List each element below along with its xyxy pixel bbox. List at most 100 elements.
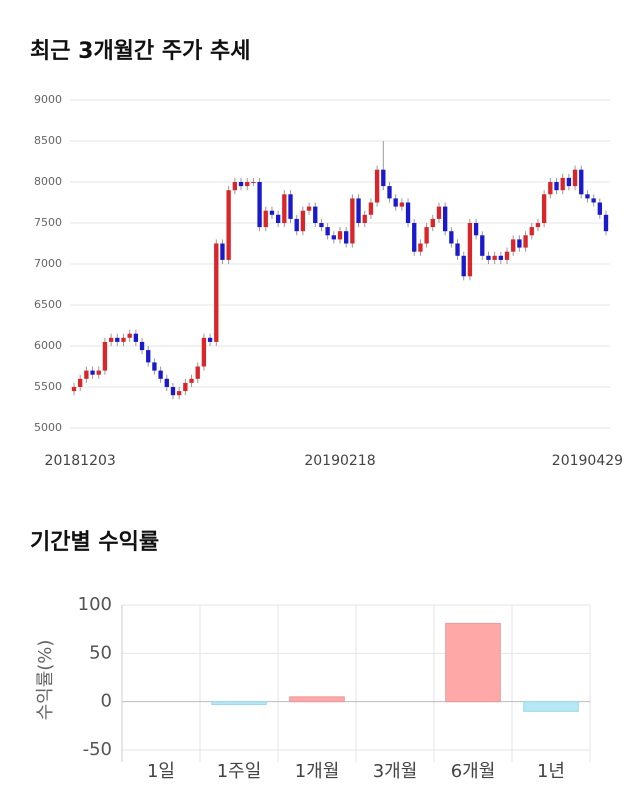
candle-body xyxy=(585,194,590,199)
candle-body xyxy=(294,218,299,232)
candle-body xyxy=(146,350,151,363)
y-tick-label: 6500 xyxy=(34,298,62,311)
candle-body xyxy=(201,337,207,367)
y-tick-label: -50 xyxy=(83,739,112,760)
candle-body xyxy=(78,378,83,387)
candle-body xyxy=(170,387,176,396)
candle-body xyxy=(430,218,435,228)
candle-body xyxy=(71,387,77,392)
y-tick-label: 9000 xyxy=(34,93,62,106)
candle-body xyxy=(183,382,188,392)
y-tick-label: 8500 xyxy=(34,134,62,147)
candle-body xyxy=(517,239,522,248)
candle-body xyxy=(603,214,609,232)
candle-body xyxy=(251,182,256,183)
candle-body xyxy=(486,255,491,260)
candle-body xyxy=(436,206,442,219)
candle-body xyxy=(412,223,417,252)
candle-body xyxy=(189,378,194,383)
y-tick-label: 7000 xyxy=(34,257,62,270)
candle-body xyxy=(214,243,219,342)
candle-body xyxy=(232,182,238,191)
candle-body xyxy=(282,194,287,223)
candle-body xyxy=(238,182,244,187)
y-tick-label: 7500 xyxy=(34,216,62,229)
x-tick-label: 3개월 xyxy=(373,761,418,782)
chart-title: 기간별 수익률 xyxy=(30,530,159,555)
candle-body xyxy=(597,202,602,215)
y-tick-label: 6000 xyxy=(34,339,62,352)
candle-body xyxy=(535,223,541,228)
candle-body xyxy=(108,337,114,342)
candle-body xyxy=(511,239,516,252)
candle-body xyxy=(325,227,330,236)
candle-body xyxy=(473,223,479,236)
candle-body xyxy=(96,370,101,375)
candle-body xyxy=(331,235,336,240)
candle-body xyxy=(344,231,349,244)
y-tick-label: 100 xyxy=(78,594,112,615)
candle-body xyxy=(158,370,163,379)
candle-body xyxy=(566,177,572,187)
candle-body xyxy=(306,206,312,211)
candle-body xyxy=(523,235,528,248)
candle-body xyxy=(263,210,268,228)
x-tick-label: 1개월 xyxy=(295,761,340,782)
candle-body xyxy=(139,341,145,351)
candle-body xyxy=(405,202,411,223)
candle-body xyxy=(195,366,200,379)
x-tick-label: 1년 xyxy=(537,761,565,782)
y-axis-label: 수익률(%) xyxy=(35,640,56,721)
candle-body xyxy=(548,182,553,195)
candle-body xyxy=(529,227,534,236)
y-tick-label: 50 xyxy=(89,642,112,663)
candle-body xyxy=(207,337,213,342)
candle-body xyxy=(115,337,120,342)
chart-title: 최근 3개월간 주가 추세 xyxy=(30,39,250,64)
candle-body xyxy=(288,194,293,219)
candle-body xyxy=(424,227,429,244)
candle-body xyxy=(245,182,250,187)
candle-body xyxy=(560,177,565,191)
candle-body xyxy=(102,341,108,371)
candle-body xyxy=(579,169,584,195)
candle-body xyxy=(121,337,126,342)
candle-body xyxy=(554,182,559,191)
candle-body xyxy=(176,391,182,396)
candle-body xyxy=(356,198,361,223)
candle-body xyxy=(257,182,262,228)
candle-body xyxy=(164,378,169,387)
candle-body xyxy=(300,210,306,232)
bar xyxy=(523,701,579,712)
candle-body xyxy=(591,198,596,203)
candle-body xyxy=(226,190,231,260)
candle-body xyxy=(133,333,139,342)
candle-body xyxy=(90,370,95,375)
candle-body xyxy=(84,370,89,379)
y-tick-label: 8000 xyxy=(34,175,62,188)
candle-body xyxy=(127,333,132,338)
y-tick-label: 5500 xyxy=(34,380,62,393)
x-tick-label: 6개월 xyxy=(451,761,496,782)
candle-body xyxy=(442,206,448,232)
candle-body xyxy=(504,251,510,260)
candle-body xyxy=(418,243,423,252)
candle-body xyxy=(399,202,405,207)
candle-body xyxy=(319,223,324,228)
bar xyxy=(211,701,267,706)
candle-body xyxy=(269,210,275,215)
candle-body xyxy=(455,243,460,256)
y-tick-label: 5000 xyxy=(34,421,62,434)
x-tick-label: 20190429 xyxy=(552,453,623,469)
candle-body xyxy=(350,198,355,244)
candle-body xyxy=(480,235,485,256)
candle-body xyxy=(368,202,374,215)
x-tick-label: 1주일 xyxy=(217,761,262,782)
candle-body xyxy=(362,214,367,223)
candle-body xyxy=(461,255,466,277)
y-tick-label: 0 xyxy=(101,691,112,712)
candle-body xyxy=(275,214,281,223)
x-tick-label: 20181203 xyxy=(45,453,116,469)
